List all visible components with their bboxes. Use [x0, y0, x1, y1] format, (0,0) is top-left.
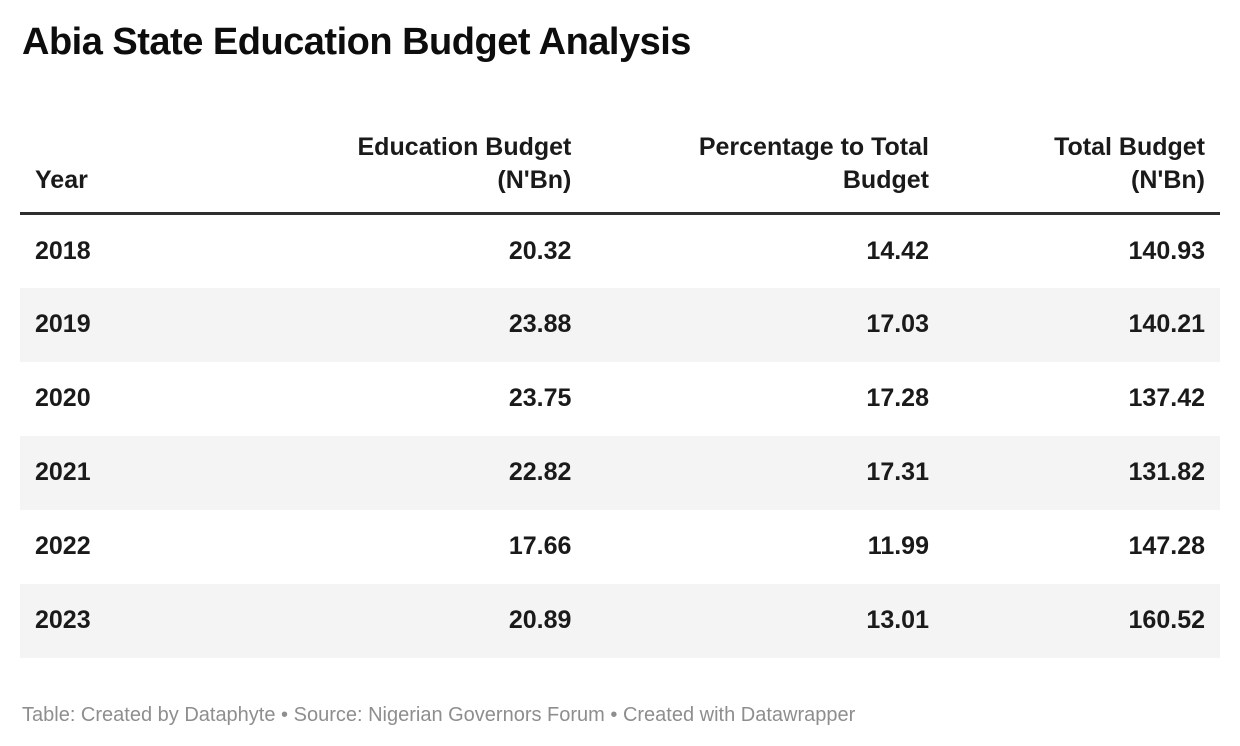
education-budget-cell: 23.75: [508, 384, 572, 413]
year-cell: 2018: [35, 237, 91, 266]
total-budget-cell: 140.21: [1128, 310, 1205, 339]
year-cell: 2021: [35, 458, 91, 487]
table-row: 2021 22.82 17.31 131.82: [20, 435, 1220, 510]
table-row: 2023 20.89 13.01 160.52: [20, 583, 1220, 658]
table-header-row: Year Education Budget (N'Bn) Percentage …: [20, 105, 1220, 216]
col-header-education-budget: Education Budget (N'Bn): [286, 105, 587, 216]
total-budget-cell: 137.42: [1128, 384, 1205, 413]
percentage-cell: 17.31: [866, 458, 929, 487]
total-budget-cell: 160.52: [1128, 606, 1205, 635]
year-cell: 2020: [35, 384, 91, 413]
percentage-cell: 11.99: [867, 532, 929, 561]
percentage-cell: 17.28: [866, 384, 929, 413]
education-budget-cell: 23.88: [508, 310, 572, 339]
education-budget-cell: 17.66: [508, 532, 572, 561]
page-title: Abia State Education Budget Analysis: [22, 21, 691, 63]
percentage-cell: 17.03: [866, 310, 929, 339]
total-budget-cell: 147.28: [1128, 532, 1205, 561]
total-budget-cell: 140.93: [1128, 237, 1205, 266]
table-row: 2019 23.88 17.03 140.21: [20, 287, 1220, 362]
col-header-year: Year: [20, 105, 287, 216]
total-budget-cell: 131.82: [1128, 458, 1205, 487]
year-cell: 2022: [35, 532, 91, 561]
col-header-percentage: Percentage to Total Budget: [586, 105, 944, 216]
year-cell: 2019: [35, 310, 91, 339]
percentage-cell: 13.01: [866, 606, 929, 635]
table-row: 2020 23.75 17.28 137.42: [20, 362, 1220, 436]
budget-table: Year Education Budget (N'Bn) Percentage …: [20, 105, 1220, 658]
year-cell: 2023: [35, 606, 91, 635]
table-row: 2018 20.32 14.42 140.93: [20, 214, 1220, 288]
percentage-cell: 14.42: [866, 237, 929, 266]
education-budget-cell: 20.32: [508, 237, 572, 266]
col-header-total-budget: Total Budget (N'Bn): [943, 105, 1220, 216]
education-budget-cell: 22.82: [508, 458, 572, 487]
table-row: 2022 17.66 11.99 147.28: [20, 510, 1220, 584]
education-budget-cell: 20.89: [508, 606, 572, 635]
attribution-text: Table: Created by Dataphyte • Source: Ni…: [22, 703, 856, 726]
